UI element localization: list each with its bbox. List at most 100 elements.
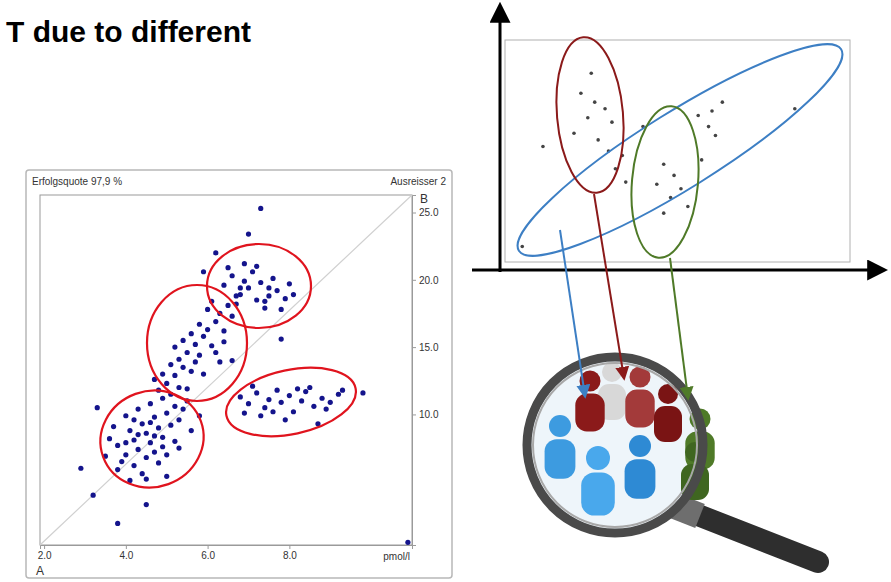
point [662,211,666,215]
axis-arrow [499,6,502,272]
point [176,385,181,390]
point [662,163,666,167]
point [172,404,177,409]
point [185,350,190,355]
point [148,420,153,425]
point [250,269,255,274]
point [201,269,206,274]
y-axis-title: B [420,192,428,206]
point [111,424,116,429]
person-icon [581,446,615,516]
point [156,460,161,465]
point [148,401,153,406]
point [144,476,149,481]
point [193,342,198,347]
point [230,314,235,319]
point [230,358,235,363]
point [311,404,316,409]
point [686,205,690,209]
point [283,417,288,422]
person-icon [545,415,576,479]
point [589,72,593,76]
points [520,72,796,249]
point [541,145,545,149]
point [78,466,83,471]
point [172,439,177,444]
point [144,502,149,507]
point [213,319,218,324]
group-arrow [670,258,688,398]
point [793,107,797,111]
tick: 8.0 [283,545,297,561]
point [579,91,583,95]
group-arrow [560,230,585,396]
point [266,293,271,298]
point [696,114,700,118]
point [262,405,267,410]
point [131,417,136,422]
person-head [629,435,651,457]
tick-mark [412,414,416,415]
point [164,474,169,479]
point [144,455,149,460]
point [520,245,524,249]
person-body [625,459,656,499]
point [213,250,218,255]
diagonal [40,195,412,545]
tick: 20.0 [412,275,439,286]
point [672,174,676,178]
group-highlight [626,103,705,260]
point [225,303,230,308]
point [283,296,288,301]
point [270,409,275,414]
point [136,406,141,411]
person-body [575,394,604,432]
point [189,331,194,336]
point [172,345,177,350]
point [115,443,120,448]
cluster-highlight [220,357,362,447]
point [136,447,141,452]
point [164,452,169,457]
point [291,409,296,414]
tick-label: 8.0 [283,550,297,561]
point [180,365,185,370]
point [291,292,296,297]
tick-mark [208,545,209,549]
point [307,385,312,390]
cluster-highlight [147,285,247,401]
point [250,384,255,389]
point [586,116,590,120]
point [279,400,284,405]
tick-label: 25.0 [419,207,439,218]
point [303,389,308,394]
person-body [545,439,576,479]
point [279,307,284,312]
point [700,158,704,162]
point [610,120,614,124]
point [123,452,128,457]
point [242,279,247,284]
point [679,187,683,191]
point [180,338,185,343]
point [721,100,725,104]
point [270,276,275,281]
point [176,357,181,362]
person-head [586,446,610,470]
point [152,415,157,420]
chart-panel [26,170,452,578]
tick-label: 2.0 [38,550,52,561]
point [710,109,714,113]
point [258,206,263,211]
plot-frame [505,40,850,262]
tick-label: 6.0 [201,550,215,561]
point [205,327,210,332]
point [136,432,141,437]
point [217,359,222,364]
point [205,307,210,312]
point [160,435,165,440]
tick-mark [412,213,416,214]
point [140,471,145,476]
x-axis-title: A [36,564,44,578]
point [279,336,284,341]
